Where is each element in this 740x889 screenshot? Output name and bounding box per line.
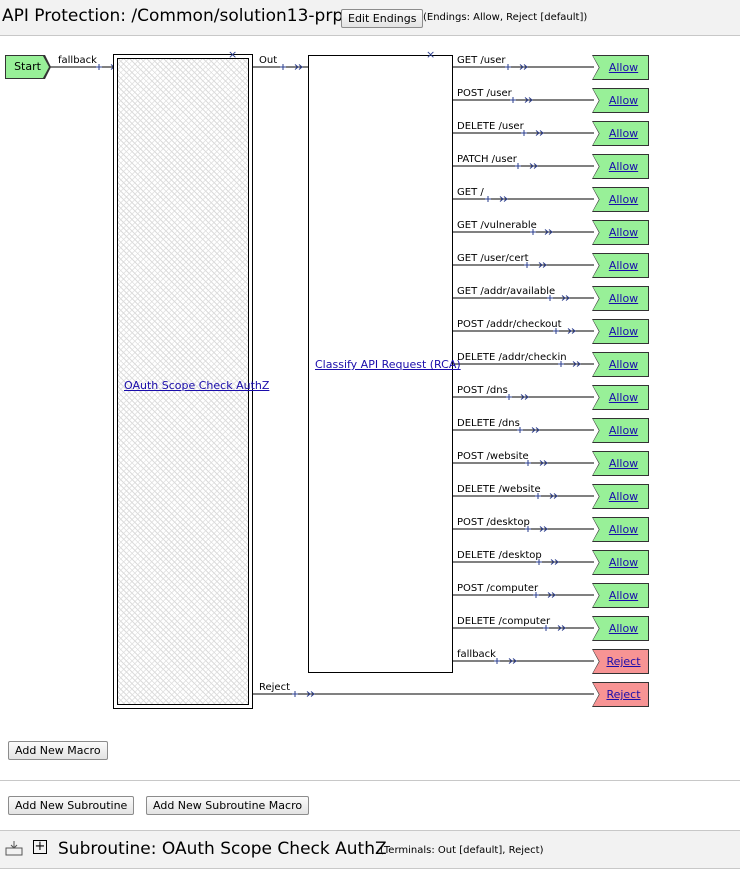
rca-branch-label: POST /dns (457, 385, 508, 396)
rca-delete-icon[interactable]: × (426, 48, 436, 61)
allow-ending-node: Allow (593, 419, 648, 442)
macro-reject-ending: Reject (593, 683, 648, 706)
rca-branch-label: GET /addr/available (457, 286, 556, 297)
macro-link[interactable]: OAuth Scope Check AuthZ (124, 379, 270, 392)
rca-branch-insert-icon[interactable] (515, 163, 538, 169)
subroutine-header: + Subroutine: OAuth Scope Check AuthZ (T… (0, 830, 740, 869)
ending-link[interactable]: Allow (608, 259, 639, 272)
macro-node-body: OAuth Scope Check AuthZ (117, 58, 269, 705)
allow-ending-node: Allow (593, 452, 648, 475)
rca-link[interactable]: Classify API Request (RCA) (315, 358, 461, 371)
rca-branch-label: DELETE /desktop (457, 550, 542, 561)
endings-note: (Endings: Allow, Reject [default]) (423, 12, 588, 23)
rca-branch-label: GET /user (457, 55, 506, 66)
ending-link[interactable]: Allow (608, 457, 639, 470)
rca-branch-insert-icon[interactable] (517, 427, 540, 433)
rca-branch-insert-icon[interactable] (510, 97, 533, 103)
rca-branch-label: fallback (457, 649, 496, 660)
rca-branch-label: PATCH /user (457, 154, 517, 165)
macro-reject-label: Reject (259, 682, 291, 693)
rca-branch-label: GET / (457, 187, 484, 198)
ending-link[interactable]: Allow (608, 523, 639, 536)
rca-branch-insert-icon[interactable] (506, 394, 529, 400)
ending-link[interactable]: Allow (608, 556, 639, 569)
allow-ending-node: Allow (593, 254, 648, 277)
macro-node: OAuth Scope Check AuthZ (113, 54, 269, 709)
start-node[interactable]: Start (6, 56, 49, 78)
rca-branch-label: DELETE /computer (457, 616, 551, 627)
rca-branch-label: DELETE /website (457, 484, 541, 495)
macro-reject-ending-link[interactable]: Reject (606, 688, 641, 701)
ending-link[interactable]: Allow (608, 226, 639, 239)
subroutine-title: Subroutine: OAuth Scope Check AuthZ (58, 839, 387, 859)
macro-out-label: Out (259, 55, 278, 66)
allow-ending-node: Allow (593, 353, 648, 376)
ending-link[interactable]: Allow (608, 589, 639, 602)
rca-branch-label: POST /computer (457, 583, 539, 594)
subroutine-terminals-note: (Terminals: Out [default], Reject) (380, 845, 544, 856)
rca-node: Classify API Request (RCA) (308, 55, 461, 673)
ending-link[interactable]: Allow (608, 160, 639, 173)
separator (0, 780, 740, 781)
allow-ending-node: Allow (593, 122, 648, 145)
allow-ending-node: Allow (593, 56, 648, 79)
ending-link[interactable]: Reject (606, 655, 641, 668)
rca-branch-label: DELETE /addr/checkin (457, 352, 567, 363)
ending-link[interactable]: Allow (608, 127, 639, 140)
rca-branch-insert-icon[interactable] (485, 196, 508, 202)
rca-branch-label: DELETE /user (457, 121, 524, 132)
reorder-icon[interactable] (5, 840, 23, 856)
allow-ending-node: Allow (593, 320, 648, 343)
ending-link[interactable]: Allow (608, 325, 639, 338)
allow-ending-node: Allow (593, 89, 648, 112)
ending-link[interactable]: Allow (608, 292, 639, 305)
start-fallback-label: fallback (58, 55, 97, 66)
ending-link[interactable]: Allow (608, 358, 639, 371)
allow-ending-node: Allow (593, 584, 648, 607)
allow-ending-node: Allow (593, 287, 648, 310)
ending-link[interactable]: Allow (608, 622, 639, 635)
rca-branch-label: POST /user (457, 88, 512, 99)
rca-branch-insert-icon[interactable] (521, 130, 544, 136)
ending-link[interactable]: Allow (608, 391, 639, 404)
rca-branch-label: POST /desktop (457, 517, 530, 528)
allow-ending-node: Allow (593, 221, 648, 244)
rca-branch-label: POST /website (457, 451, 529, 462)
rca-branch-insert-icon[interactable] (494, 658, 517, 664)
allow-ending-node: Allow (593, 551, 648, 574)
add-new-macro-button[interactable]: Add New Macro (8, 741, 108, 760)
rca-branch-label: GET /vulnerable (457, 220, 537, 231)
ending-link[interactable]: Allow (608, 424, 639, 437)
rca-branch-label: GET /user/cert (457, 253, 529, 264)
rca-branch-label: POST /addr/checkout (457, 319, 562, 330)
expand-icon[interactable]: + (33, 839, 47, 854)
ending-link[interactable]: Allow (608, 193, 639, 206)
add-new-subroutine-macro-button[interactable]: Add New Subroutine Macro (146, 796, 310, 815)
allow-ending-node: Allow (593, 518, 648, 541)
policy-header: API Protection: /Common/solution13-prp E… (0, 0, 740, 36)
ending-link[interactable]: Allow (608, 94, 639, 107)
rca-branch-insert-icon[interactable] (505, 64, 528, 70)
macro-reject-insert-icon[interactable] (292, 691, 315, 697)
macro-out-insert-icon[interactable] (280, 64, 303, 70)
allow-ending-node: Allow (593, 386, 648, 409)
allow-ending-node: Allow (593, 155, 648, 178)
ending-link[interactable]: Allow (608, 61, 639, 74)
macro-delete-icon[interactable]: × (228, 48, 238, 61)
edit-endings-button[interactable]: Edit Endings (341, 9, 424, 28)
allow-ending-node: Allow (593, 617, 648, 640)
ending-link[interactable]: Allow (608, 490, 639, 503)
reject-ending-node: Reject (593, 650, 648, 673)
policy-title: API Protection: /Common/solution13-prp (2, 6, 344, 26)
add-new-subroutine-button[interactable]: Add New Subroutine (8, 796, 135, 815)
allow-ending-node: Allow (593, 188, 648, 211)
allow-ending-node: Allow (593, 485, 648, 508)
rca-branch-label: DELETE /dns (457, 418, 520, 429)
